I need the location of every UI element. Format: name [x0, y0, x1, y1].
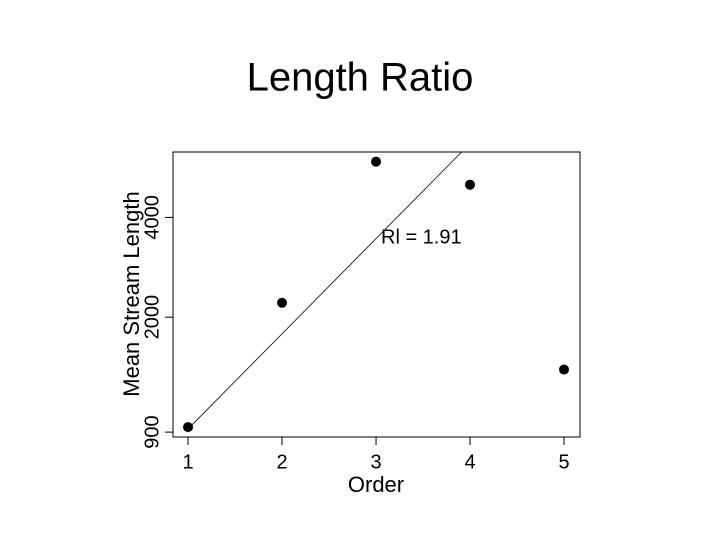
point [371, 156, 382, 167]
y-tick-label: 4000 [141, 195, 163, 240]
x-axis-label: Order [348, 472, 404, 497]
x-tick-label: 3 [370, 451, 381, 473]
annotation: Rl = 1.91 [381, 226, 462, 248]
point [277, 297, 288, 308]
x-tick-label: 4 [464, 451, 475, 473]
point [465, 179, 476, 190]
chart-title: Length Ratio [247, 56, 474, 100]
point [559, 364, 570, 375]
y-tick-label: 2000 [141, 295, 163, 340]
x-tick-label: 1 [182, 451, 193, 473]
x-tick-label: 2 [276, 451, 287, 473]
fit-line [187, 151, 462, 430]
plot-frame [172, 151, 581, 438]
x-tick-label: 5 [558, 451, 569, 473]
point [183, 422, 194, 433]
y-axis-label: Mean Stream Length [119, 191, 144, 396]
y-tick-label: 900 [141, 415, 163, 448]
